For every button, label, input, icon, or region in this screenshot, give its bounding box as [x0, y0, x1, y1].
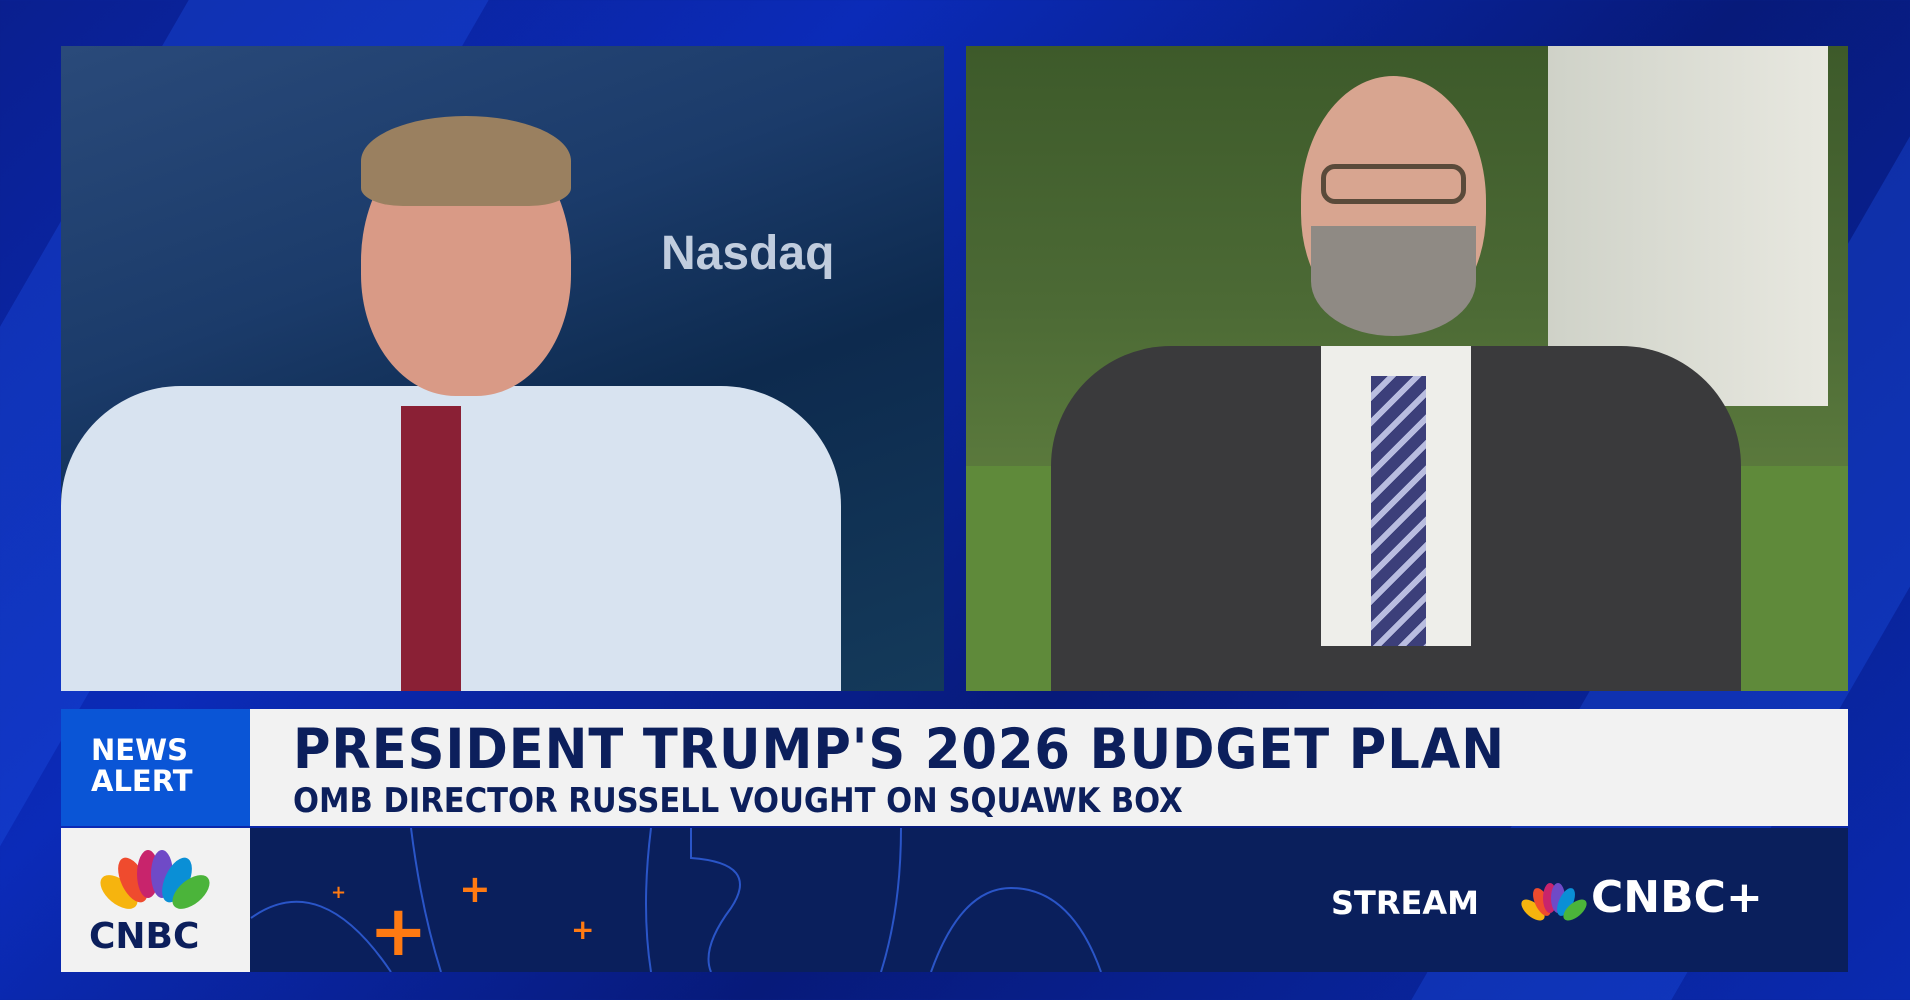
plus-decoration-icon: + — [331, 882, 347, 903]
peacock-icon — [100, 850, 210, 909]
cnbc-plus-brand: CNBC+ — [1591, 872, 1763, 923]
plus-decoration-icon: + — [571, 913, 595, 946]
host-tie — [401, 406, 461, 691]
bottom-bar: CNBC + + + + STREAM CNBC+ — [61, 828, 1848, 972]
badge-line: NEWS — [91, 733, 188, 767]
plus-decoration-icon: + — [459, 867, 491, 911]
subheadline: OMB DIRECTOR RUSSELL VOUGHT ON SQUAWK BO… — [293, 781, 1183, 821]
lower-third-banner: NEWS ALERT PRESIDENT TRUMP'S 2026 BUDGET… — [61, 709, 1848, 826]
headline: PRESIDENT TRUMP'S 2026 BUDGET PLAN — [293, 717, 1505, 781]
news-alert-badge: NEWS ALERT — [61, 709, 250, 826]
glasses — [1321, 164, 1466, 204]
guest-tie — [1371, 376, 1426, 646]
stream-label: STREAM — [1331, 884, 1479, 922]
decorative-lines — [250, 828, 1102, 972]
badge-line: ALERT — [91, 764, 193, 798]
cnbc-logo: CNBC — [61, 828, 250, 972]
left-video-feed-host: Nasdaq — [61, 46, 944, 691]
cnbc-wordmark: CNBC — [89, 916, 200, 957]
plus-decoration-icon: + — [369, 890, 428, 972]
guest-beard — [1311, 226, 1476, 336]
peacock-icon — [1521, 883, 1587, 921]
right-video-feed-guest — [966, 46, 1848, 691]
host-hair — [361, 116, 571, 206]
nasdaq-sign: Nasdaq — [661, 227, 835, 280]
